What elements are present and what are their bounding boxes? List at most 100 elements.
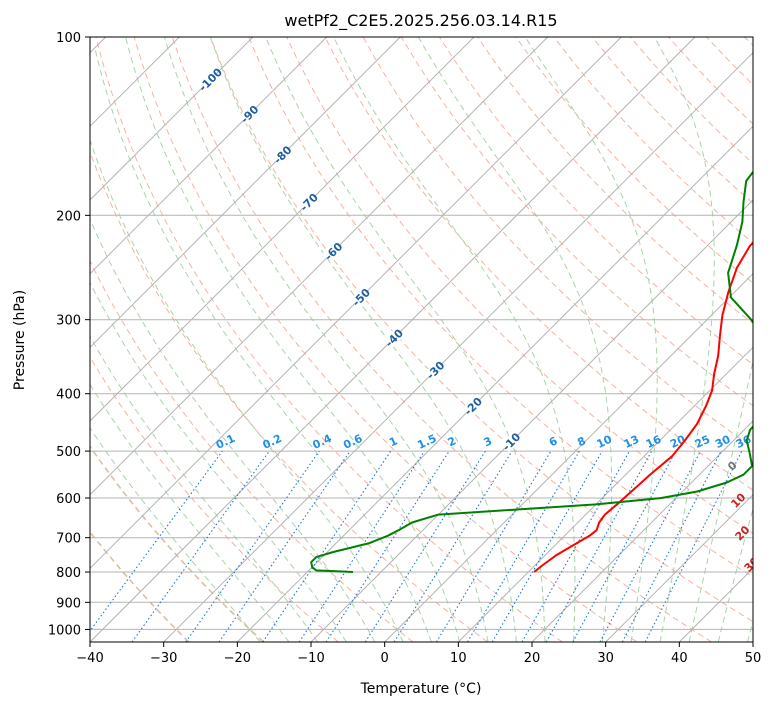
- x-tick-label: 10: [450, 651, 467, 666]
- mixing-ratio-label: 20: [668, 433, 688, 451]
- dry-adiabat-line: [95, 37, 563, 642]
- isotherm-label-bg: [350, 286, 372, 308]
- dry-adiabat-line: [90, 445, 265, 642]
- isotherm-line: [90, 37, 622, 570]
- x-tick-label: 0: [381, 651, 389, 666]
- mixing-ratio-label: 0.1: [214, 432, 237, 452]
- isotherm-line: [384, 272, 753, 642]
- moist-adiabat-line: [333, 37, 576, 642]
- mixing-ratio-label: 13: [622, 433, 641, 451]
- x-axis-label: Temperature (°C): [360, 681, 482, 697]
- isotherm-label-bg: [199, 68, 222, 91]
- mixing-ratio-line: [644, 450, 743, 642]
- moist-adiabat-label: 40: [757, 584, 775, 604]
- dry-adiabat-line: [90, 259, 414, 642]
- mixing-ratio-label: 1: [387, 434, 399, 449]
- isotherm-line: [90, 37, 328, 275]
- mixing-ratio-line: [467, 450, 580, 642]
- y-tick-label: 200: [56, 209, 81, 224]
- dry-adiabat-line: [744, 37, 753, 47]
- isotherm-line: [457, 346, 753, 642]
- dry-adiabat-line: [171, 37, 712, 642]
- isotherm-label-bg: [238, 103, 261, 125]
- mixing-ratio-label: 16: [644, 433, 664, 451]
- mixing-ratio-label: 25: [693, 433, 712, 451]
- isotherm-label: -100: [196, 65, 225, 94]
- dry-adiabat-line: [515, 37, 753, 284]
- isotherm-line: [752, 641, 753, 642]
- y-axis: 100 200 300 400 500 600 700 800 900 1000: [48, 31, 90, 638]
- mixing-ratio-label: 30: [713, 433, 733, 451]
- y-tick-label: 300: [56, 314, 81, 329]
- moist-adiabat-line: [90, 427, 261, 642]
- plot-frame: [89, 36, 754, 643]
- isotherm-lines: [90, 37, 753, 642]
- isotherm-line: [678, 567, 753, 642]
- isotherm-label: -80: [271, 143, 294, 166]
- x-tick-label: 30: [597, 651, 614, 666]
- isobar-gridlines: [90, 37, 753, 630]
- moist-adiabat-line: [524, 37, 658, 642]
- temperature-profile-line: [533, 241, 753, 573]
- x-tick-label: −40: [76, 651, 103, 666]
- isotherm-line: [531, 420, 753, 642]
- y-tick-label: 700: [56, 532, 81, 547]
- dry-adiabat-line: [438, 37, 753, 366]
- dry-adiabat-line: [591, 37, 753, 204]
- moist-adiabat-line: [653, 37, 715, 642]
- y-tick-label: 800: [56, 566, 81, 581]
- mixing-ratio-label: 6: [547, 434, 560, 449]
- moist-adiabat-label: 10: [728, 490, 748, 510]
- sounding-profiles: [310, 170, 753, 573]
- isotherm-label-bg: [322, 240, 345, 262]
- mixing-ratio-label: 8: [575, 434, 587, 449]
- y-tick-label: 100: [56, 31, 81, 46]
- isotherm-line: [90, 37, 401, 349]
- mixing-ratio-line: [364, 450, 486, 642]
- isotherm-line: [163, 51, 753, 642]
- dry-adiabat-line: [668, 37, 753, 125]
- isotherm-line: [310, 199, 753, 642]
- isotherm-line: [90, 37, 475, 422]
- dry-adiabat-line: [248, 37, 753, 578]
- mixing-ratio-line: [325, 450, 450, 642]
- isotherm-label-bg: [462, 395, 484, 417]
- mixing-ratio-line: [599, 450, 701, 642]
- dry-adiabat-line: [90, 356, 339, 642]
- mixing-ratio-line: [521, 450, 630, 642]
- mixing-ratio-line: [90, 450, 223, 632]
- moist-adiabat-line: [688, 358, 753, 642]
- mixing-ratio-line: [545, 450, 653, 642]
- moist-adiabat-line: [125, 37, 461, 642]
- isotherm-line: [90, 37, 549, 496]
- moist-adiabat-label: 30: [742, 554, 762, 574]
- mixing-ratio-label: 10: [595, 433, 615, 451]
- x-axis: −40 −30 −20 −10 0 10 20 30 40 50: [76, 642, 761, 666]
- dewpoint-profile-line: [310, 170, 753, 573]
- isotherm-label-bg: [424, 359, 447, 381]
- line-labels: 0.10.20.40.611.52346810131620253036-100-…: [196, 65, 775, 604]
- x-tick-label: −20: [224, 651, 251, 666]
- moist-adiabat-label: 20: [733, 523, 753, 543]
- dry-adiabat-line: [706, 37, 753, 86]
- isotherm-line: [236, 125, 753, 642]
- x-tick-label: 50: [745, 651, 762, 666]
- mixing-ratio-line: [435, 450, 552, 642]
- isotherm-label-bg: [383, 327, 405, 349]
- y-tick-label: 600: [56, 492, 81, 507]
- mixing-ratio-lines: [90, 450, 743, 642]
- y-tick-label: 400: [56, 388, 81, 403]
- y-axis-label: Pressure (hPa): [12, 290, 28, 390]
- moist-adiabat-line: [90, 138, 404, 642]
- isotherm-line: [90, 37, 254, 201]
- mixing-ratio-line: [262, 450, 392, 642]
- chart-title: wetPf2_C2E5.2025.256.03.14.R15: [284, 11, 557, 31]
- mixing-ratio-label: 2: [446, 434, 458, 449]
- dry-adiabat-line: [90, 530, 190, 642]
- x-tick-label: 40: [671, 651, 688, 666]
- moist-adiabat-line: [90, 217, 376, 642]
- dry-adiabat-line: [286, 37, 753, 534]
- mixing-ratio-label: 3: [482, 434, 494, 449]
- mixing-ratio-label: 0.4: [311, 432, 334, 452]
